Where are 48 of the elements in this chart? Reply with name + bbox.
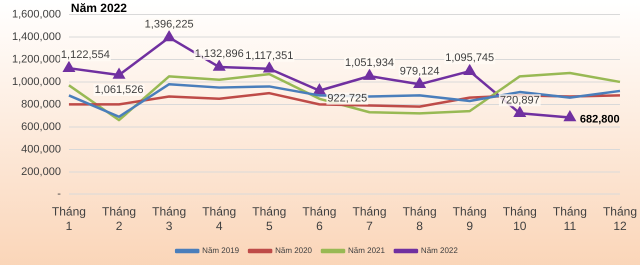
x-tick-label: Tháng 4 [202, 204, 236, 234]
point [113, 68, 125, 79]
data-label: 1,396,225 [144, 18, 194, 31]
y-tick-label: 200,000 [21, 166, 61, 178]
data-label: 1,051,934 [345, 57, 394, 70]
point [464, 64, 476, 75]
legend-label: Năm 2021 [348, 246, 386, 256]
point [314, 84, 325, 94]
point [514, 107, 526, 118]
data-label: 1,061,526 [94, 84, 144, 96]
x-tick-label: Tháng 2 [102, 204, 136, 234]
data-label: 1,122,554 [60, 49, 110, 62]
chart-title: Năm 2022 [70, 0, 128, 15]
y-tick-label: 400,000 [21, 143, 61, 156]
point [164, 31, 175, 42]
x-tick-label: Tháng 8 [402, 204, 437, 234]
data-label: 682,800 [580, 114, 620, 126]
legend-label: Năm 2019 [202, 246, 240, 256]
point [214, 60, 225, 71]
point [414, 78, 426, 88]
data-label: 1,132,896 [194, 48, 244, 60]
x-tick-label: Tháng 9 [452, 204, 487, 234]
y-tick-label: 1,000,000 [12, 76, 61, 88]
x-tick-label: Tháng 7 [352, 204, 387, 234]
data-label: 922,725 [327, 92, 368, 105]
y-tick-label: 800,000 [21, 98, 61, 110]
x-tick-label: Tháng 5 [252, 204, 286, 234]
y-tick-label: - [57, 188, 62, 200]
data-label: 979,124 [400, 65, 440, 78]
x-tick-label: Tháng 1 [52, 204, 86, 234]
x-tick-label: Tháng 3 [152, 204, 186, 234]
y-tick-label: 1,400,000 [12, 31, 61, 44]
legend-label: Năm 2020 [275, 246, 313, 256]
data-label: 1,117,351 [245, 50, 294, 62]
point [564, 111, 576, 122]
y-tick-label: 1,200,000 [12, 54, 61, 66]
point [264, 62, 275, 73]
y-tick-label: 1,600,000 [12, 8, 61, 21]
y-tick-label: 600,000 [21, 120, 61, 133]
x-tick-label: Tháng 6 [302, 204, 336, 234]
data-label: 720,897 [500, 94, 540, 106]
legend-label: Năm 2022 [420, 246, 458, 256]
point [63, 62, 75, 72]
data-label: 1,095,745 [445, 52, 494, 64]
x-tick-label: Tháng 10 [502, 204, 537, 234]
point [364, 70, 376, 80]
x-tick-label: Tháng 11 [552, 204, 587, 234]
x-tick-label: Tháng 12 [602, 204, 638, 234]
